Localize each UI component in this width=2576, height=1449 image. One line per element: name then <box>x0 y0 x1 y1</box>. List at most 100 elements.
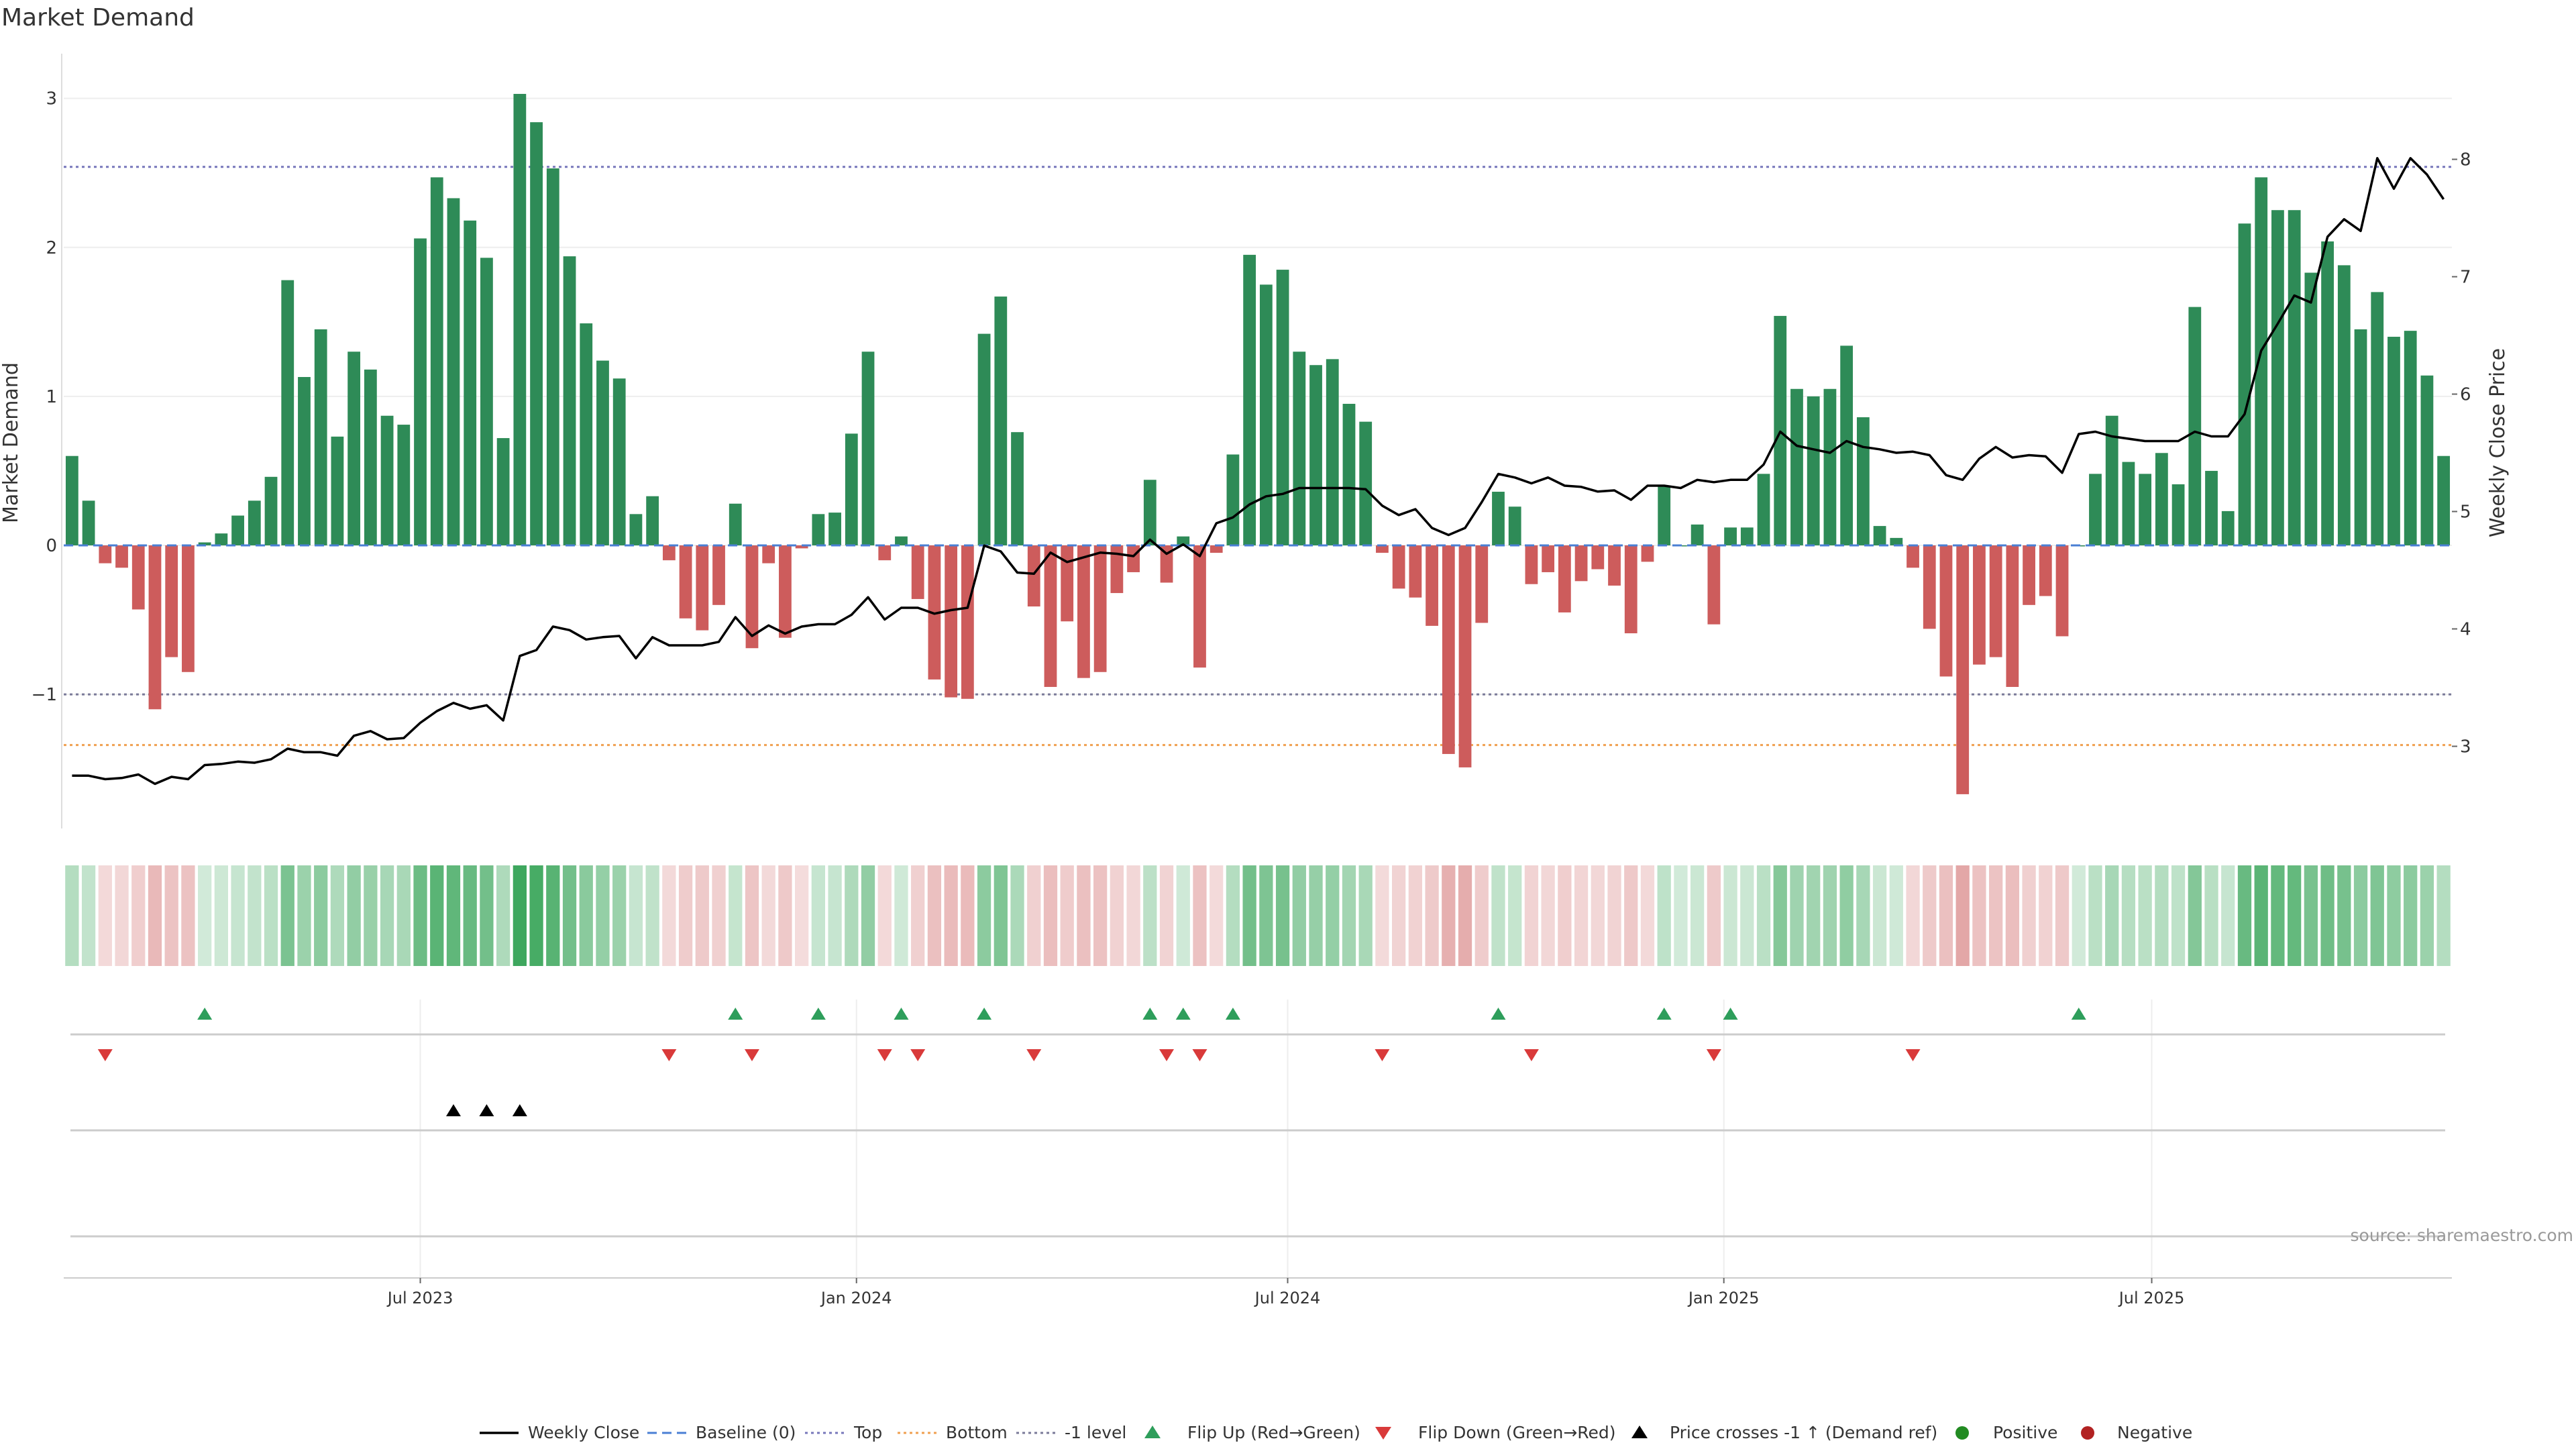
heat-cell <box>2171 865 2186 966</box>
flip-down-marker <box>1159 1049 1175 1061</box>
demand-bar-negative <box>878 545 892 561</box>
demand-bar-positive <box>2437 455 2451 545</box>
heat-cell <box>1143 865 1157 966</box>
demand-bar-negative <box>945 545 958 698</box>
demand-bar-negative <box>1160 545 1173 583</box>
heat-cell <box>2320 865 2334 966</box>
demand-bar-negative <box>2023 545 2035 605</box>
demand-bar-positive <box>2288 210 2301 545</box>
demand-bar-positive <box>1143 480 1157 545</box>
demand-bar-positive <box>1740 527 1754 545</box>
demand-bar-positive <box>2255 177 2268 545</box>
flip-down-marker <box>1026 1049 1042 1061</box>
heat-cell <box>2005 865 2019 966</box>
flip-up-marker <box>2071 1008 2086 1020</box>
heat-cell <box>280 865 294 966</box>
demand-bar-positive <box>447 198 460 545</box>
heat-cell <box>596 865 610 966</box>
flip-down-marker <box>1706 1049 1721 1061</box>
demand-bar-negative <box>1426 545 1438 626</box>
heat-cell <box>513 865 527 966</box>
demand-bar-positive <box>2420 375 2434 545</box>
heat-cell <box>1640 865 1655 966</box>
demand-bar-negative <box>1923 545 1936 629</box>
heat-cell <box>463 865 477 966</box>
flip-up-marker <box>1175 1008 1191 1020</box>
grid-layer <box>64 97 2452 1278</box>
heat-cell <box>877 865 892 966</box>
demand-bar-positive <box>65 455 78 545</box>
flip-up-marker <box>728 1008 743 1020</box>
demand-bar-positive <box>1873 526 1886 545</box>
heat-cell <box>629 865 643 966</box>
heat-cell <box>2121 865 2136 966</box>
demand-bar-negative <box>679 545 692 619</box>
source-note: source: sharemaestro.com <box>2351 1226 2574 1245</box>
demand-bar-positive <box>2354 329 2367 545</box>
legend-label: Negative <box>2117 1423 2192 1442</box>
demand-heat-strip <box>65 865 2451 966</box>
demand-bar-positive <box>977 333 991 545</box>
legend-swatch-negative <box>2081 1426 2094 1440</box>
heat-cell <box>828 865 842 966</box>
heat-cell <box>1126 865 1140 966</box>
heat-cell <box>2370 865 2384 966</box>
demand-bar-positive <box>861 352 875 545</box>
demand-bar-negative <box>696 545 709 631</box>
demand-bar-negative <box>1392 545 1405 589</box>
heat-cell <box>115 865 129 966</box>
demand-bar-positive <box>1226 454 1240 545</box>
heat-cell <box>911 865 925 966</box>
heat-cell <box>264 865 278 966</box>
heat-cell <box>1923 865 1937 966</box>
y2-tick-label: 5 <box>2460 502 2471 523</box>
heat-cell <box>977 865 991 966</box>
demand-bar-positive <box>513 93 527 545</box>
demand-bar-positive <box>2337 265 2351 545</box>
heat-cell <box>364 865 378 966</box>
demand-bar-negative <box>1939 545 1953 677</box>
heat-cell <box>148 865 162 966</box>
price-cross-marker <box>445 1104 461 1116</box>
heat-cell <box>2254 865 2268 966</box>
heat-cell <box>2072 865 2086 966</box>
heat-cell <box>164 865 178 966</box>
demand-bar-positive <box>2221 511 2235 545</box>
heat-cell <box>198 865 212 966</box>
demand-bar-positive <box>2238 223 2251 545</box>
weekly-close-series <box>72 157 2445 786</box>
flip-up-marker <box>1225 1008 1240 1020</box>
flip-down-marker <box>1523 1049 1539 1061</box>
heat-cell <box>1939 865 1953 966</box>
demand-bar-negative <box>745 545 759 649</box>
flip-down-marker <box>910 1049 926 1061</box>
flip-down-marker <box>1905 1049 1921 1061</box>
demand-bar-negative <box>131 545 145 610</box>
demand-bar-positive <box>1492 492 1505 545</box>
demand-bar-negative <box>2006 545 2019 687</box>
heat-cell <box>612 865 627 966</box>
heat-cell <box>2420 865 2434 966</box>
demand-bar-negative <box>2055 545 2069 637</box>
demand-bar-negative <box>795 545 808 549</box>
heat-cell <box>1756 865 1771 966</box>
heat-cell <box>1807 865 1821 966</box>
demand-bar-positive <box>464 220 477 545</box>
demand-bar-positive <box>646 496 659 545</box>
heat-cell <box>396 865 411 966</box>
demand-bar-positive <box>480 258 493 545</box>
demand-bar-positive <box>1243 254 1256 545</box>
heat-cell <box>1972 865 1986 966</box>
heat-cell <box>712 865 726 966</box>
demand-bar-positive <box>2188 307 2202 545</box>
legend-label: -1 level <box>1065 1423 1126 1442</box>
demand-bar-positive <box>1823 388 1837 545</box>
heat-cell <box>1193 865 1207 966</box>
demand-bar-positive <box>1508 506 1521 545</box>
demand-bar-positive <box>612 378 626 545</box>
y-tick-label: 1 <box>46 387 57 407</box>
demand-bar-negative <box>1624 545 1638 634</box>
demand-bar-positive <box>2271 210 2284 545</box>
demand-bar-positive <box>364 369 377 545</box>
heat-cell <box>529 865 543 966</box>
